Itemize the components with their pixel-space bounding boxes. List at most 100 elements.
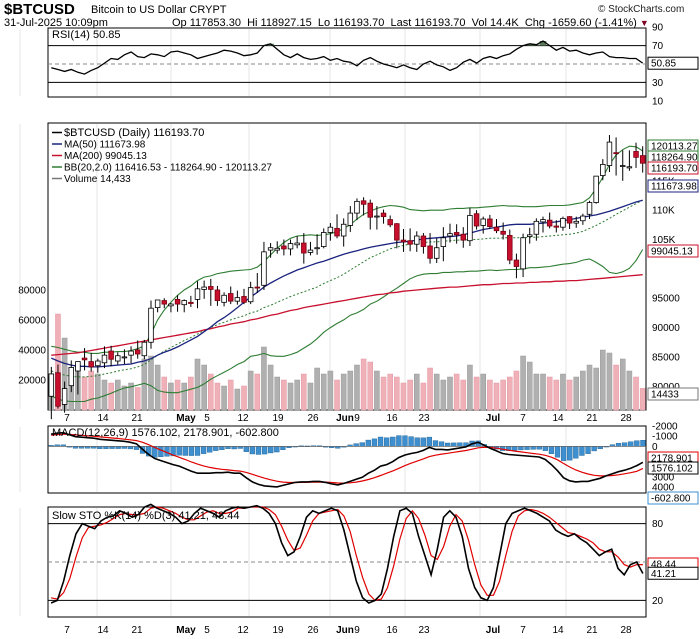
sto-x-tick: 7 xyxy=(520,625,526,636)
volume-bar xyxy=(540,373,546,411)
volume-bar xyxy=(447,376,453,411)
macd-histogram-bar xyxy=(402,435,408,447)
candle-body xyxy=(374,215,380,218)
candle-body xyxy=(247,287,254,303)
volume-bar xyxy=(367,361,374,411)
macd-hist-value: -602.800 xyxy=(651,494,691,505)
candle-body xyxy=(208,286,214,290)
candle-body xyxy=(473,213,480,227)
candle-body xyxy=(75,361,81,372)
macd-histogram-bar xyxy=(628,441,634,447)
candle-body xyxy=(513,259,520,267)
hi-value: 118927.15 xyxy=(260,17,312,29)
volume-bar xyxy=(553,379,560,411)
price-x-tick: 21 xyxy=(131,413,143,424)
candle-body xyxy=(626,166,633,169)
macd-histogram-bar xyxy=(213,446,219,451)
volume-bar xyxy=(507,376,513,411)
volume-bar xyxy=(334,379,340,411)
sto-x-tick: 28 xyxy=(620,625,632,636)
hi-label: Hi xyxy=(247,17,258,29)
op-label: Op xyxy=(172,17,187,29)
volume-bar xyxy=(493,382,500,411)
volume-bar xyxy=(533,373,540,411)
sto-x-tick: 26 xyxy=(307,625,319,636)
macd-histogram-bar xyxy=(426,436,433,447)
macd-histogram-bar xyxy=(390,436,396,447)
price-x-tick: 14 xyxy=(552,413,564,424)
sto-x-tick: 12 xyxy=(237,625,249,636)
macd-histogram-bar xyxy=(176,446,182,456)
volume-bar xyxy=(267,364,274,411)
volume-bar xyxy=(287,382,294,411)
chg-value: -1659.60 (-1.41%) xyxy=(548,17,637,29)
price-legend-entry: MA(200) 99045.13 xyxy=(64,151,147,162)
volume-bar xyxy=(168,382,174,411)
candle-body xyxy=(294,242,300,246)
volume-bar xyxy=(161,376,168,411)
rsi-y-tick: 10 xyxy=(652,96,664,107)
sto-x-tick: 16 xyxy=(386,625,398,636)
volume-bar xyxy=(593,367,599,411)
candle-body xyxy=(367,202,373,218)
rsi-current-value-box xyxy=(647,56,699,70)
sto-x-tick: Jun xyxy=(336,625,354,636)
macd-histogram-bar xyxy=(622,442,628,447)
macd-histogram-bar xyxy=(133,446,140,450)
volume-bar xyxy=(407,379,413,411)
volume-bar xyxy=(254,373,261,411)
candle-body xyxy=(493,226,500,232)
volume-bar xyxy=(626,370,633,411)
volume-bar xyxy=(347,370,354,411)
macd-histogram-bar xyxy=(560,446,567,461)
macd-histogram-bar xyxy=(261,446,268,455)
candle-body xyxy=(241,296,247,303)
price-value-label: 111673.98 xyxy=(651,182,697,193)
sto-d-line xyxy=(50,506,643,602)
volume-bar xyxy=(380,376,387,411)
macd-y-tick: -2000 xyxy=(652,422,678,433)
macd-histogram-bar xyxy=(457,442,463,447)
candle-body xyxy=(321,232,327,247)
candle-body xyxy=(194,288,201,300)
candle-body xyxy=(301,242,307,254)
candle-body xyxy=(161,300,168,305)
macd-histogram-bar xyxy=(371,438,378,447)
candle-body xyxy=(580,215,586,222)
stockcharts-logo: © StockCharts.com xyxy=(598,4,685,15)
volume-bar xyxy=(613,364,619,411)
volume-bar xyxy=(467,364,473,411)
macd-histogram-bar xyxy=(432,440,439,447)
sto-x-tick: Jul xyxy=(486,625,501,636)
macd-histogram-bar xyxy=(640,440,646,447)
sto-y-tick: 20 xyxy=(652,596,664,607)
volume-bar xyxy=(354,364,360,411)
volume-bar xyxy=(500,379,506,411)
volume-bar xyxy=(526,361,533,411)
candle-body xyxy=(600,163,606,176)
candle-body xyxy=(546,219,553,227)
volume-bar xyxy=(573,376,580,411)
macd-histogram-bar xyxy=(445,442,451,447)
macd-y-tick: 3000 xyxy=(652,472,675,483)
macd-histogram-bar xyxy=(615,443,622,447)
candle-body xyxy=(414,235,420,245)
macd-histogram-bar xyxy=(249,446,256,455)
price-y-tick: 90000 xyxy=(652,323,680,334)
candle-body xyxy=(214,289,221,301)
candle-body xyxy=(639,155,646,164)
rsi-overbought-fill xyxy=(539,41,547,46)
candle-body xyxy=(327,226,334,233)
volume-bar xyxy=(420,382,427,411)
candle-body xyxy=(267,247,274,251)
sto-x-tick: 21 xyxy=(586,625,598,636)
volume-bar xyxy=(221,385,227,411)
volume-bar xyxy=(374,370,380,411)
sto-x-tick: 23 xyxy=(418,625,430,636)
price-y-tick: 105K xyxy=(652,235,676,246)
price-x-tick: 5 xyxy=(204,413,210,424)
candle-body xyxy=(613,152,619,155)
volume-bar xyxy=(619,358,626,411)
volume-bar xyxy=(194,358,201,411)
candle-body xyxy=(61,388,68,405)
